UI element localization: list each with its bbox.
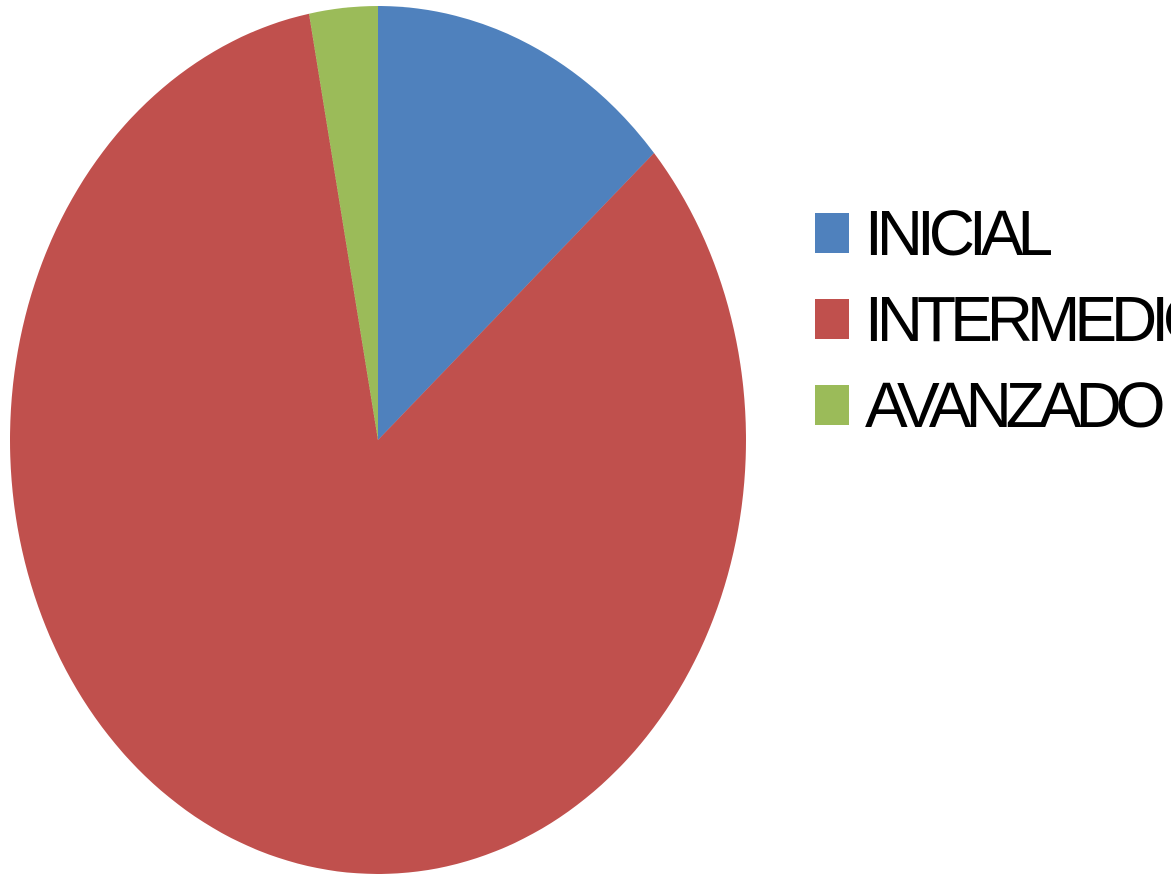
legend-swatch-intermedio: [815, 299, 849, 339]
pie-chart: [10, 6, 747, 875]
pie-slices: [10, 6, 747, 875]
legend-label-avanzado: AVANZADO: [865, 369, 1166, 441]
legend: INICIAL INTERMEDIO AVANZADO: [815, 190, 1171, 448]
pie-slice-inicial: [378, 6, 655, 440]
pie-slice-avanzado: [309, 6, 378, 440]
legend-item-inicial: INICIAL: [815, 190, 1171, 276]
legend-label-inicial: INICIAL: [865, 197, 1053, 269]
pie-slice-intermedio: [10, 13, 747, 875]
legend-label-intermedio: INTERMEDIO: [865, 283, 1171, 355]
legend-item-intermedio: INTERMEDIO: [815, 276, 1171, 362]
legend-item-avanzado: AVANZADO: [815, 362, 1171, 448]
legend-swatch-inicial: [815, 213, 849, 253]
legend-swatch-avanzado: [815, 385, 849, 425]
